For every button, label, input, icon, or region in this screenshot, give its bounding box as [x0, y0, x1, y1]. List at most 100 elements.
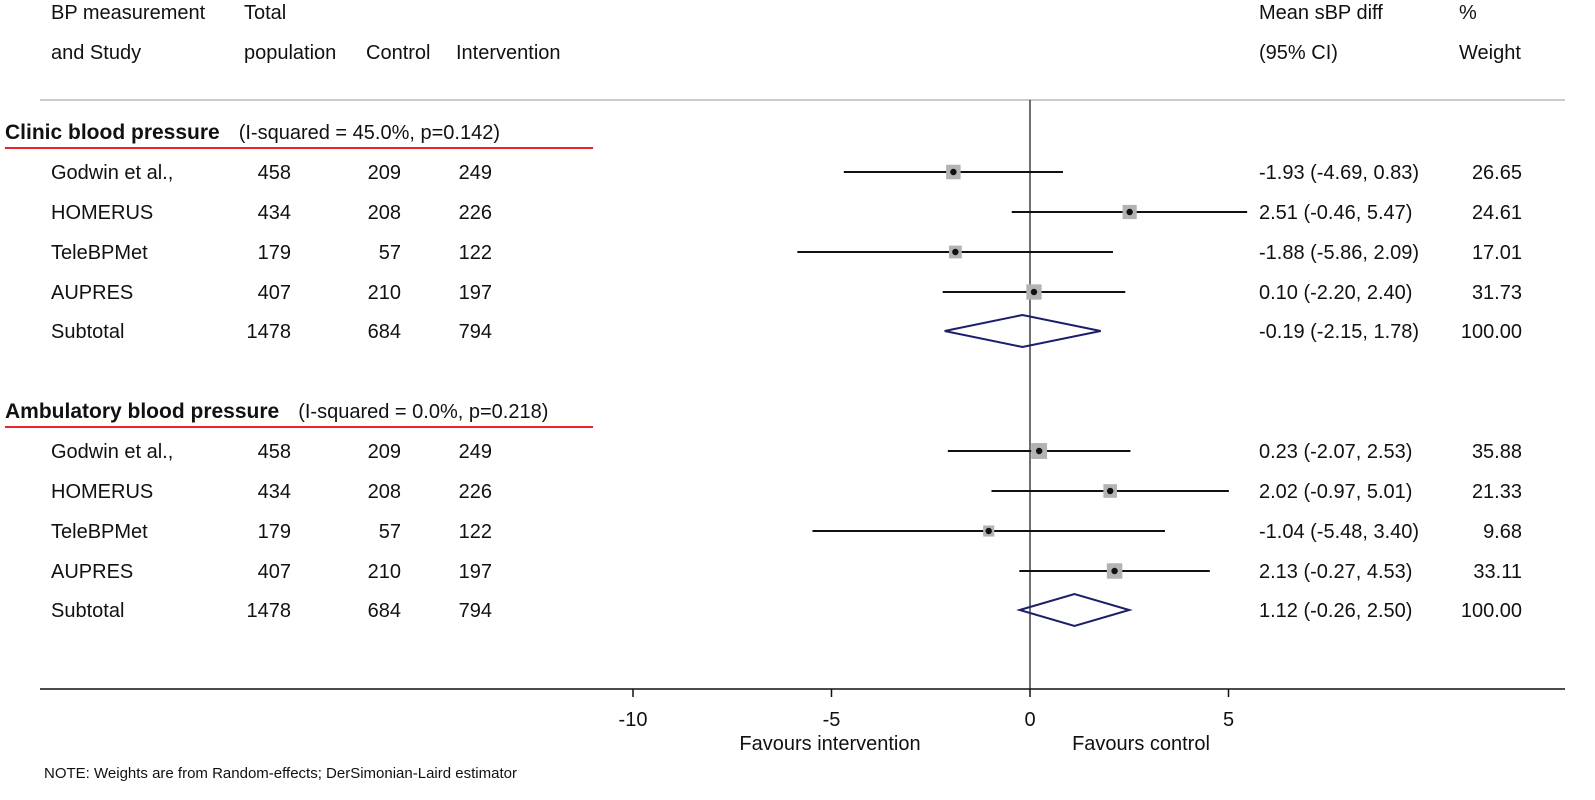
study-control: 57 — [379, 242, 401, 264]
study-intervention: 197 — [459, 561, 492, 583]
study-ci-label: 0.10 (-2.20, 2.40) — [1259, 282, 1412, 304]
header-effect-line1: Mean sBP diff — [1259, 2, 1383, 24]
study-control: 208 — [368, 202, 401, 224]
header-study-line1: BP measurement — [51, 2, 206, 24]
study-control: 209 — [368, 162, 401, 184]
study-row: TeleBPMet 179 57 122 -1.04 (-5.48, 3.40) 9.68 — [51, 521, 1522, 543]
subtotal-total: 1478 — [247, 600, 292, 622]
point-estimate — [1030, 288, 1038, 296]
subtotal-ci-label: -0.19 (-2.15, 1.78) — [1259, 321, 1419, 343]
study-total: 179 — [258, 521, 291, 543]
study-weight-label: 24.61 — [1472, 202, 1522, 224]
study-intervention: 249 — [459, 441, 492, 463]
subtotal-label: Subtotal — [51, 321, 124, 343]
study-weight-label: 9.68 — [1483, 521, 1522, 543]
study-name: AUPRES — [51, 282, 133, 304]
point-estimate — [950, 168, 957, 176]
header-total-line1: Total — [244, 2, 286, 24]
x-tick-label: 5 — [1223, 709, 1234, 731]
header-intervention: Intervention — [456, 42, 561, 64]
study-intervention: 249 — [459, 162, 492, 184]
point-estimate — [952, 248, 959, 256]
header-effect-line2: (95% CI) — [1259, 42, 1338, 64]
study-ci-label: 2.13 (-0.27, 4.53) — [1259, 561, 1412, 583]
header-weight-line1: % — [1459, 2, 1477, 24]
subtotal-control: 684 — [368, 600, 401, 622]
study-row: Godwin et al., 458 209 249 -1.93 (-4.69, 0.8… — [51, 162, 1522, 184]
forest-rows: Clinic blood pressure (I-squared = 45.0%,… — [5, 121, 1522, 628]
study-ci-label: 0.23 (-2.07, 2.53) — [1259, 441, 1412, 463]
point-estimate — [1035, 447, 1043, 455]
study-total: 434 — [258, 481, 291, 503]
subtotal-row: Subtotal 1478 684 794 -0.19 (-2.15, 1.78) 100… — [51, 313, 1522, 349]
favours-intervention-label: Favours intervention — [739, 733, 920, 755]
subtotal-total: 1478 — [247, 321, 292, 343]
subtotal-intervention: 794 — [459, 600, 492, 622]
study-total: 407 — [258, 282, 291, 304]
study-weight-label: 35.88 — [1472, 441, 1522, 463]
subtotal-diamond — [1016, 592, 1133, 628]
study-total: 434 — [258, 202, 291, 224]
study-intervention: 122 — [459, 242, 492, 264]
study-ci-label: -1.93 (-4.69, 0.83) — [1259, 162, 1419, 184]
study-weight-label: 26.65 — [1472, 162, 1522, 184]
subtotal-row: Subtotal 1478 684 794 1.12 (-0.26, 2.50) 100.… — [51, 592, 1522, 628]
subtotal-control: 684 — [368, 321, 401, 343]
study-name: TeleBPMet — [51, 521, 148, 543]
study-row: Godwin et al., 458 209 249 0.23 (-2.07, 2.53… — [51, 441, 1522, 463]
group-heterogeneity: (I-squared = 45.0%, p=0.142) — [239, 122, 500, 144]
study-name: Godwin et al., — [51, 441, 173, 463]
study-row: TeleBPMet 179 57 122 -1.88 (-5.86, 2.09) 17.0… — [51, 242, 1522, 264]
subtotal-diamond — [944, 313, 1101, 349]
group-title: Ambulatory blood pressure — [5, 400, 279, 423]
study-ci-label: 2.02 (-0.97, 5.01) — [1259, 481, 1412, 503]
header-total-line2: population — [244, 42, 336, 64]
study-weight-label: 33.11 — [1473, 561, 1522, 583]
subtotal-label: Subtotal — [51, 600, 124, 622]
study-name: Godwin et al., — [51, 162, 173, 184]
study-intervention: 226 — [459, 481, 492, 503]
study-name: HOMERUS — [51, 202, 153, 224]
study-intervention: 122 — [459, 521, 492, 543]
study-row: AUPRES 407 210 197 0.10 (-2.20, 2.40) 31.73 — [51, 282, 1522, 304]
study-total: 407 — [258, 561, 291, 583]
subtotal-weight-label: 100.00 — [1461, 600, 1522, 622]
study-total: 179 — [258, 242, 291, 264]
x-tick-label: -5 — [823, 709, 841, 731]
study-row: HOMERUS 434 208 226 2.51 (-0.46, 5.47) 24.61 — [51, 202, 1522, 224]
study-intervention: 226 — [459, 202, 492, 224]
study-row: AUPRES 407 210 197 2.13 (-0.27, 4.53) 33.11 — [51, 561, 1522, 583]
study-row: HOMERUS 434 208 226 2.02 (-0.97, 5.01) 21.33 — [51, 481, 1522, 503]
study-control: 209 — [368, 441, 401, 463]
subtotal-weight-label: 100.00 — [1461, 321, 1522, 343]
favours-control-label: Favours control — [1072, 733, 1210, 755]
column-headers: BP measurement and Study Total populatio… — [51, 2, 1521, 64]
point-estimate — [985, 527, 992, 535]
study-name: HOMERUS — [51, 481, 153, 503]
study-weight-label: 21.33 — [1472, 481, 1522, 503]
study-total: 458 — [258, 162, 291, 184]
group-heterogeneity: (I-squared = 0.0%, p=0.218) — [298, 401, 548, 423]
point-estimate — [1126, 208, 1133, 216]
x-tick-label: 0 — [1024, 709, 1035, 731]
study-name: AUPRES — [51, 561, 133, 583]
group-title: Clinic blood pressure — [5, 121, 220, 144]
study-weight-label: 17.01 — [1472, 242, 1522, 264]
study-control: 208 — [368, 481, 401, 503]
point-estimate — [1106, 487, 1114, 495]
group-1: Ambulatory blood pressure (I-squared = 0.… — [5, 400, 1522, 628]
footnote: NOTE: Weights are from Random-effects; D… — [44, 765, 517, 782]
study-ci-label: -1.04 (-5.48, 3.40) — [1259, 521, 1419, 543]
header-study-line2: and Study — [51, 42, 141, 64]
study-name: TeleBPMet — [51, 242, 148, 264]
study-control: 210 — [368, 561, 401, 583]
x-tick-label: -10 — [619, 709, 648, 731]
point-estimate — [1111, 567, 1118, 575]
study-control: 57 — [379, 521, 401, 543]
subtotal-ci-label: 1.12 (-0.26, 2.50) — [1259, 600, 1412, 622]
study-control: 210 — [368, 282, 401, 304]
study-total: 458 — [258, 441, 291, 463]
header-control: Control — [366, 42, 430, 64]
study-ci-label: -1.88 (-5.86, 2.09) — [1259, 242, 1419, 264]
group-0: Clinic blood pressure (I-squared = 45.0%,… — [5, 121, 1522, 349]
